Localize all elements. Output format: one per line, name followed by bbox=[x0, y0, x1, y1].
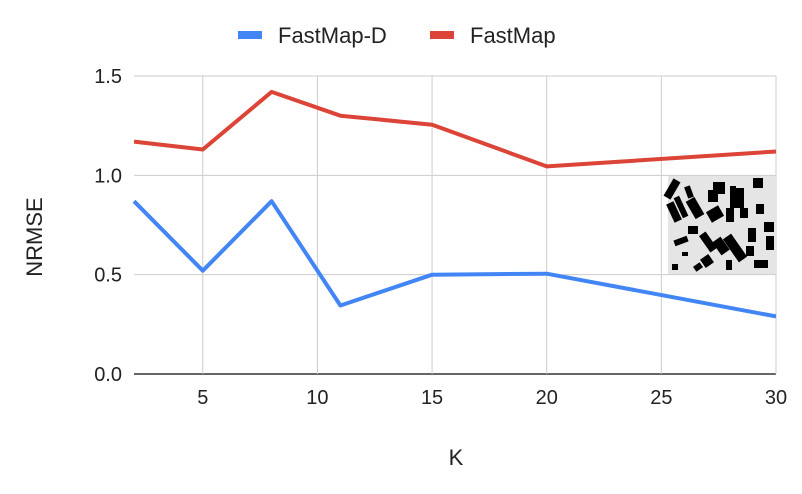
gridlines bbox=[134, 75, 777, 375]
x-axis-title: K bbox=[449, 445, 464, 470]
x-tick-label: 20 bbox=[536, 387, 558, 409]
legend-label: FastMap-D bbox=[278, 23, 387, 48]
series-lines bbox=[132, 89, 777, 319]
series-line-fastmap-d bbox=[132, 199, 777, 319]
x-tick-label: 30 bbox=[765, 387, 787, 409]
legend-swatch bbox=[238, 31, 262, 39]
x-tick-label: 15 bbox=[421, 387, 443, 409]
series-line-fastmap bbox=[133, 89, 777, 169]
legend-label: FastMap bbox=[470, 23, 556, 48]
legend: FastMap-D FastMap bbox=[238, 23, 556, 48]
x-tick-labels: 5 10 15 20 25 30 bbox=[197, 387, 787, 409]
x-tick-label: 5 bbox=[197, 387, 208, 409]
x-tick-label: 10 bbox=[306, 387, 328, 409]
y-tick-label: 1.5 bbox=[94, 66, 122, 88]
y-axis-title: NRMSE bbox=[22, 197, 47, 276]
y-tick-label: 0.5 bbox=[94, 265, 122, 287]
building-footprint-map-icon bbox=[663, 176, 776, 274]
y-tick-labels: 0.0 0.5 1.0 1.5 bbox=[94, 66, 122, 386]
y-tick-label: 0.0 bbox=[94, 364, 122, 386]
x-tick-label: 25 bbox=[650, 387, 672, 409]
y-tick-label: 1.0 bbox=[94, 165, 122, 187]
legend-swatch bbox=[430, 31, 454, 39]
